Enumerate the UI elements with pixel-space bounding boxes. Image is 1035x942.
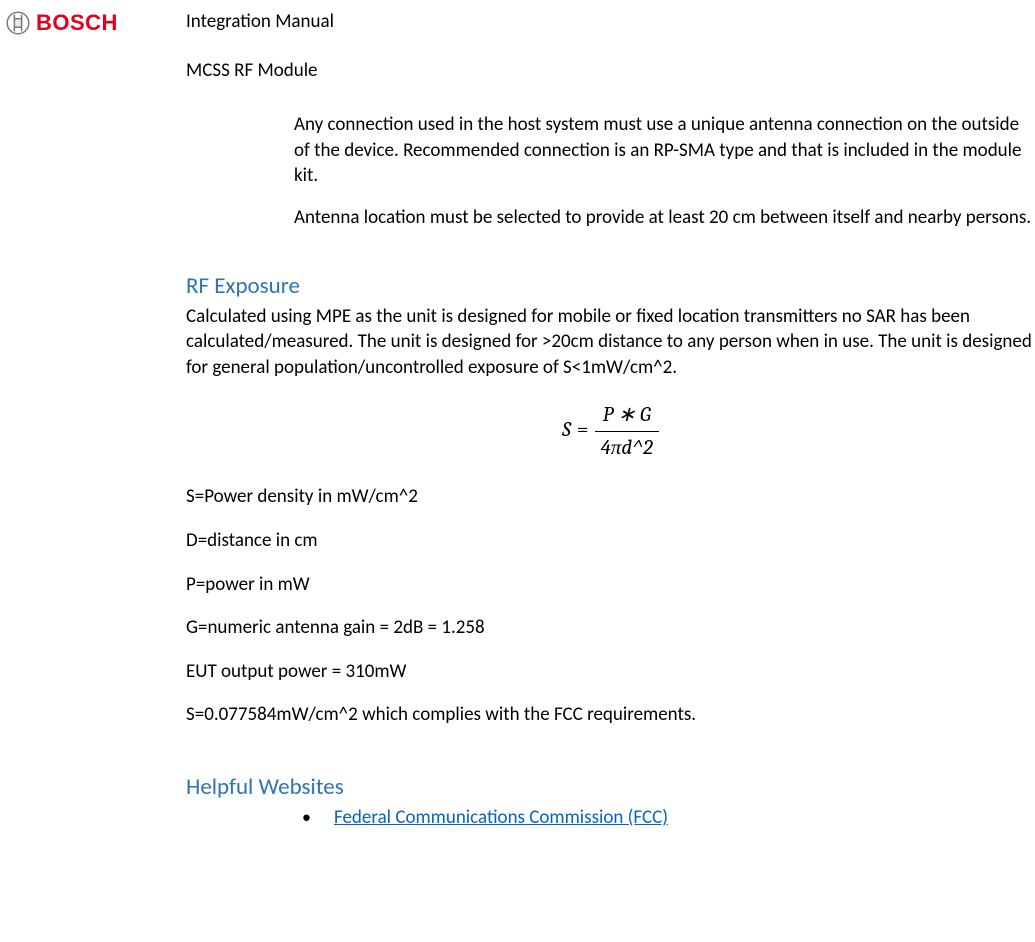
formula-equals: = [577,418,589,442]
rf-exposure-heading: RF Exposure [186,271,1035,302]
def-g: G=numeric antenna gain = 2dB = 1.258 [186,615,1035,641]
brand-logo-row: BOSCH [6,8,118,38]
formula-lhs: S [562,418,571,442]
def-s: S=Power density in mW/cm^2 [186,484,1035,510]
document-subtitle: MCSS RF Module [186,58,318,84]
main-content: Any connection used in the host system m… [186,112,1035,831]
brand-wordmark: BOSCH [36,8,118,38]
document-title: Integration Manual [186,9,334,35]
def-result: S=0.077584mW/cm^2 which complies with th… [186,702,1035,728]
def-eut: EUT output power = 310mW [186,659,1035,685]
def-p: P=power in mW [186,572,1035,598]
fcc-link[interactable]: Federal Communications Commission (FCC) [334,806,668,829]
intro-paragraph-1: Any connection used in the host system m… [294,112,1035,189]
helpful-websites-heading: Helpful Websites [186,772,1035,803]
websites-list: Federal Communications Commission (FCC) [294,805,1035,831]
rf-formula: S=P ∗ G4πd^2 [186,401,1035,463]
rf-exposure-body: Calculated using MPE as the unit is desi… [186,304,1035,381]
def-d: D=distance in cm [186,528,1035,554]
intro-paragraph-2: Antenna location must be selected to pro… [294,205,1035,231]
formula-numerator: P ∗ G [595,401,659,432]
formula-denominator: 4πd^2 [595,432,659,462]
formula-fraction: P ∗ G4πd^2 [595,401,659,463]
bosch-anchor-icon [6,11,30,35]
list-item: Federal Communications Commission (FCC) [294,805,1035,831]
